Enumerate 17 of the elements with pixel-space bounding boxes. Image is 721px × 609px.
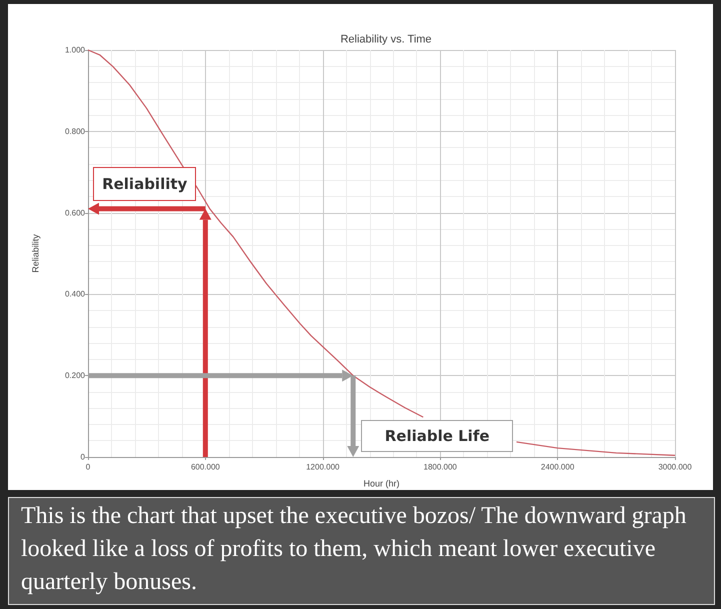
- chart-title: Reliability vs. Time: [340, 34, 432, 46]
- x-tick-label: 3000.000: [658, 462, 692, 472]
- y-tick-label: 0.400: [64, 290, 86, 299]
- y-tick-label: 0.200: [64, 371, 86, 380]
- x-axis-title: Hour (hr): [363, 478, 400, 488]
- annotation: Reliability: [93, 166, 196, 201]
- text: This is the chart that upset the executive bozos/ The downward graph looked like a loss of profits to them, which meant lower executive quarterly bonuses.: [8, 497, 715, 605]
- y-tick-label: 0.800: [64, 126, 86, 136]
- y-tick-label: 0.600: [64, 208, 86, 218]
- y-tick-label: 0: [80, 452, 86, 462]
- x-tick-label: 2400.000: [540, 462, 575, 472]
- x-tick-label: 600.000: [190, 462, 220, 472]
- x-tick-label: 1800.000: [424, 462, 458, 472]
- y-tick-label: 1.000: [64, 46, 86, 54]
- ref-line-label: Reliable Life: [361, 420, 514, 452]
- y-axis-title: Reliability: [30, 234, 40, 273]
- x-tick-label: 1200.000: [306, 462, 340, 472]
